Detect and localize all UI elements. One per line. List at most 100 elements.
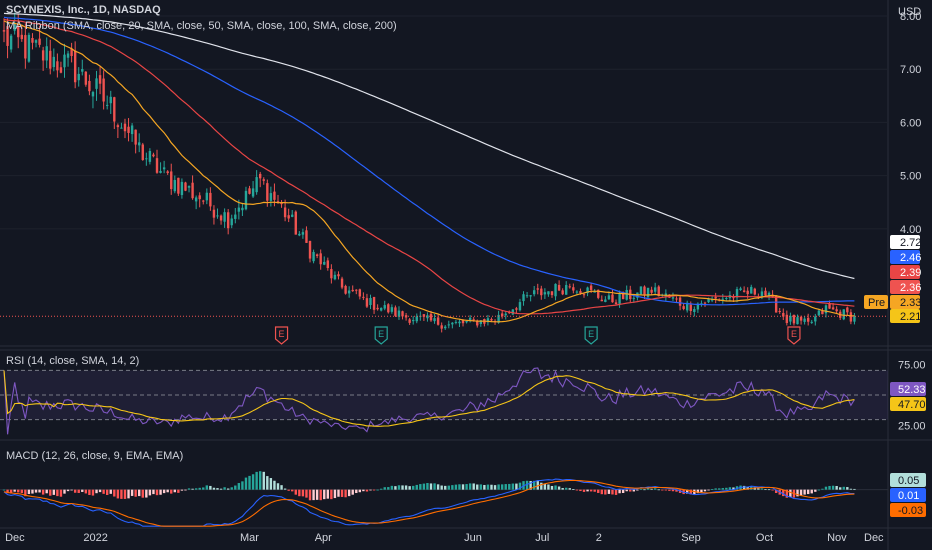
candle-body xyxy=(817,310,821,316)
macd-histogram-bar xyxy=(372,489,376,491)
macd-histogram-bar xyxy=(84,489,88,494)
macd-histogram-bar xyxy=(433,483,436,490)
macd-histogram-bar xyxy=(650,488,653,490)
x-axis-label: Jul xyxy=(535,532,549,544)
price-tick-label: 4.00 xyxy=(900,224,921,236)
macd-histogram-bar xyxy=(212,487,216,490)
candle-body xyxy=(379,307,383,311)
macd-badge-value: -0.03 xyxy=(898,505,923,517)
candle-body xyxy=(330,269,333,279)
candle-body xyxy=(24,35,27,59)
macd-histogram-bar xyxy=(95,489,98,494)
rsi-legend: RSI (14, close, SMA, 14, 2) xyxy=(6,355,140,367)
candle-body xyxy=(614,302,618,305)
macd-histogram-bar xyxy=(241,481,244,490)
candle-body xyxy=(91,92,95,97)
macd-histogram-bar xyxy=(419,484,422,490)
candle-body xyxy=(565,285,568,295)
candle-body xyxy=(170,171,173,190)
macd-histogram-bar xyxy=(269,478,273,490)
macd-histogram-bar xyxy=(629,489,632,492)
candle-body xyxy=(806,317,810,322)
macd-histogram-bar xyxy=(9,489,13,494)
macd-histogram-bar xyxy=(362,489,365,492)
candle-body xyxy=(547,291,550,295)
macd-histogram-bar xyxy=(312,489,315,501)
price-badge xyxy=(890,265,920,279)
candle-body xyxy=(70,48,73,57)
candle-body xyxy=(408,319,411,323)
macd-histogram-bar xyxy=(614,489,618,495)
macd-histogram-bar xyxy=(73,489,77,493)
macd-histogram-bar xyxy=(589,489,593,492)
earnings-marker-label: E xyxy=(588,329,594,339)
candle-body xyxy=(38,38,41,45)
macd-histogram-bar xyxy=(586,489,589,492)
macd-histogram-bar xyxy=(540,482,543,490)
macd-histogram-bar xyxy=(561,488,564,490)
candle-body xyxy=(746,290,749,295)
candle-body xyxy=(444,326,447,329)
earnings-marker-label: E xyxy=(378,329,384,339)
candle-body xyxy=(191,182,194,199)
candle-body xyxy=(17,26,20,38)
candle-body xyxy=(703,302,707,304)
candle-body xyxy=(465,320,468,323)
candle-body xyxy=(707,298,710,303)
earnings-marker-label: E xyxy=(791,329,797,339)
x-axis-label: Dec xyxy=(5,532,25,544)
candle-body xyxy=(180,181,184,196)
candle-body xyxy=(259,173,262,179)
macd-histogram-bar xyxy=(426,483,429,490)
macd-histogram-bar xyxy=(532,480,536,490)
candle-body xyxy=(6,26,9,46)
macd-histogram-bar xyxy=(173,489,176,493)
candle-body xyxy=(814,316,817,322)
macd-histogram-bar xyxy=(525,480,529,490)
macd-histogram-bar xyxy=(636,489,639,491)
candle-body xyxy=(2,30,6,32)
axes: USD 8.00 7.00 6.00 5.00 4.00 Dec 2022 Mar Apr Jun… xyxy=(5,6,925,544)
macd-histogram-bar xyxy=(607,489,611,494)
macd-histogram-bar xyxy=(105,489,109,495)
rsi-pane[interactable] xyxy=(0,367,888,435)
candle-body xyxy=(760,291,764,298)
macd-histogram-bar xyxy=(458,484,461,490)
macd-histogram-bar xyxy=(760,488,764,490)
candle-body xyxy=(205,192,209,201)
macd-histogram-bar xyxy=(447,485,450,490)
macd-histogram-bar xyxy=(732,487,735,490)
macd-histogram-bar xyxy=(387,487,390,490)
macd-histogram-bar xyxy=(134,489,137,497)
macd-histogram-bar xyxy=(643,489,646,491)
macd-histogram-bar xyxy=(593,489,596,492)
candle-body xyxy=(113,97,116,122)
macd-histogram-bar xyxy=(653,488,657,490)
macd-histogram-bar xyxy=(831,485,835,490)
macd-pane[interactable] xyxy=(0,471,888,527)
macd-histogram-bar xyxy=(842,486,845,490)
macd-histogram-bar xyxy=(518,482,522,490)
macd-histogram-bar xyxy=(315,489,319,500)
candle-body xyxy=(842,309,845,320)
macd-histogram-bar xyxy=(639,488,643,490)
candle-body xyxy=(138,142,141,146)
macd-histogram-bar xyxy=(56,489,59,497)
macd-histogram-bar xyxy=(17,489,20,493)
candle-body xyxy=(689,304,692,312)
macd-histogram-bar xyxy=(422,483,426,490)
candle-body xyxy=(621,292,625,300)
macd-histogram-bar xyxy=(572,489,575,490)
macd-histogram-bar xyxy=(853,488,856,490)
candle-body xyxy=(597,289,600,298)
macd-histogram-bar xyxy=(383,487,386,490)
x-axis-label: Jun xyxy=(464,532,482,544)
candle-body xyxy=(682,306,685,309)
candle-body xyxy=(675,298,678,300)
candle-body xyxy=(130,125,134,135)
macd-histogram-bar xyxy=(451,485,454,490)
